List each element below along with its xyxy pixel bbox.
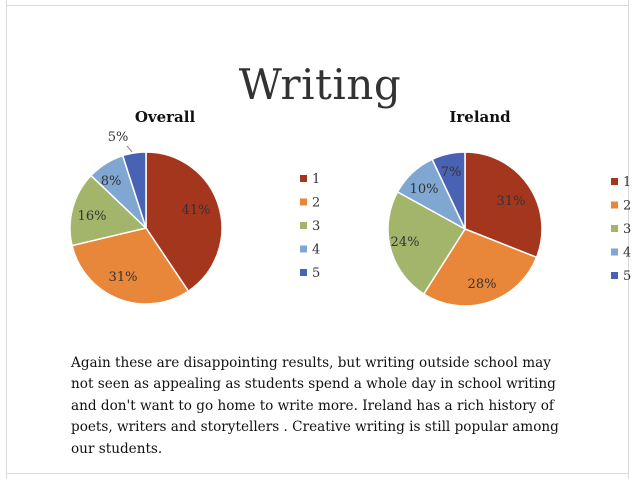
data-label-0-1: 41%	[182, 203, 211, 218]
legend-label-0-1: 1	[312, 172, 320, 187]
legend-label-1-5: 5	[623, 269, 631, 284]
legend-label-0-3: 3	[312, 219, 320, 234]
legend-swatch-0-4	[300, 245, 307, 253]
legend-swatch-1-2	[611, 201, 618, 209]
slide-border-right	[628, 0, 629, 479]
data-label-leader-0-4	[126, 145, 133, 153]
data-label-0-5: 5%	[108, 130, 129, 145]
legend-swatch-0-2	[300, 198, 307, 206]
legend-swatch-1-5	[611, 272, 618, 279]
data-label-1-5: 7%	[441, 165, 462, 180]
legend-label-1-4: 4	[623, 246, 631, 261]
legend-label-1-1: 1	[623, 175, 631, 190]
slide-border-top	[6, 5, 629, 6]
legend-swatch-1-1	[611, 178, 618, 185]
legend-label-1-3: 3	[623, 222, 631, 237]
body-text: Again these are disappointing results, b…	[71, 355, 559, 457]
chart-title-1: Ireland	[449, 108, 511, 126]
legend-label-0-2: 2	[312, 196, 320, 211]
data-label-1-3: 24%	[391, 235, 420, 250]
legend-swatch-0-3	[300, 222, 307, 229]
pie-slice-1-5	[431, 151, 466, 230]
pie-slice-0-2	[71, 227, 190, 305]
chart-title-0: Overall	[135, 108, 196, 126]
slide-border-bottom	[6, 473, 629, 474]
legend-swatch-1-3	[611, 225, 618, 232]
legend-swatch-0-5	[300, 269, 307, 276]
data-label-1-1: 31%	[497, 194, 526, 209]
slide-title: Writing	[238, 60, 402, 109]
data-label-1-2: 28%	[468, 277, 497, 292]
pie-slice-0-3	[69, 174, 148, 247]
legend-swatch-1-4	[611, 248, 618, 256]
legend-swatch-0-1	[300, 175, 307, 182]
data-label-0-2: 31%	[109, 270, 138, 285]
data-label-0-3: 16%	[78, 209, 107, 224]
legend-label-0-4: 4	[312, 243, 320, 258]
pie-slice-1-2	[422, 228, 538, 307]
pie-slice-0-1	[145, 151, 223, 293]
data-label-0-4: 8%	[101, 174, 122, 189]
legend-label-0-5: 5	[312, 266, 320, 281]
slide-border-left	[6, 0, 7, 479]
pie-slice-0-5	[121, 151, 147, 229]
legend-label-1-2: 2	[623, 199, 631, 214]
pie-slice-1-1	[464, 151, 543, 259]
pie-slice-1-3	[387, 190, 467, 296]
data-label-1-4: 10%	[410, 182, 439, 197]
